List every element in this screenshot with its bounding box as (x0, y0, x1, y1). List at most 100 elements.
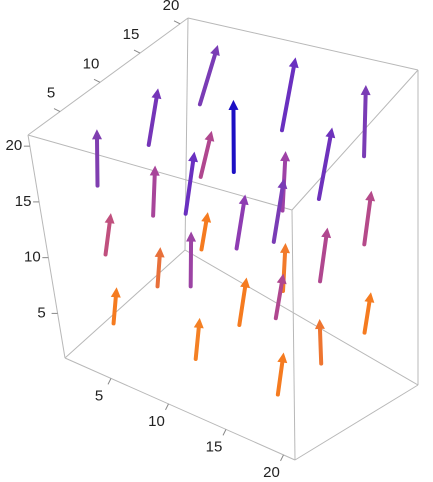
arrow-head (186, 231, 197, 242)
box-edge (64, 357, 296, 461)
y-tick-label: 10 (83, 55, 100, 72)
arrow-shaft (111, 295, 118, 326)
y-tick-label: 15 (123, 26, 140, 43)
arrow (199, 212, 212, 252)
y-tick (93, 78, 101, 83)
arrow-shaft (197, 52, 217, 107)
arrow (360, 84, 371, 159)
arrow-shaft (199, 219, 209, 252)
z-tick-label: 5 (37, 304, 45, 321)
box-edge (291, 209, 296, 461)
arrow-head (277, 352, 288, 364)
arrow-shaft (362, 300, 372, 335)
box-edge (291, 69, 419, 211)
arrow-head (151, 88, 162, 100)
x-tick-label: 20 (263, 464, 280, 481)
y-tick (133, 49, 141, 54)
arrow (279, 57, 299, 133)
arrow (234, 194, 249, 251)
z-tick-label: 10 (24, 249, 41, 266)
box-edge (294, 384, 419, 461)
arrow-head (193, 317, 204, 329)
arrow-head (228, 99, 239, 110)
arrow (154, 247, 165, 289)
arrow-shaft (183, 159, 196, 216)
arrow (275, 352, 288, 397)
arrow-shaft (273, 281, 284, 321)
arrow-head (365, 190, 376, 202)
arrow (362, 292, 375, 335)
arrow-shaft (318, 235, 329, 284)
arrow-head (154, 247, 165, 258)
arrow-head (210, 45, 220, 57)
x-tick-label: 10 (148, 413, 165, 430)
box-edge (27, 17, 189, 136)
arrow-shaft (151, 173, 157, 218)
arrow (149, 165, 160, 218)
x-tick-label: 15 (206, 438, 223, 455)
z-tick-label: 20 (6, 137, 23, 154)
arrow-shaft (155, 255, 162, 289)
arrow-shaft (103, 221, 112, 257)
arrow-head (364, 292, 375, 303)
arrow-head (325, 127, 336, 139)
arrow-head (360, 84, 371, 96)
arrow-head (321, 227, 332, 239)
arrow-shaft (95, 137, 100, 188)
arrow (110, 287, 121, 326)
arrow-shaft (237, 285, 248, 327)
arrow (186, 231, 197, 289)
arrow-head (280, 151, 291, 162)
box-edge (187, 17, 419, 71)
arrow-head (204, 130, 215, 142)
arrow (271, 178, 288, 244)
arrow-head (276, 273, 287, 285)
x-tick-label: 5 (95, 387, 103, 404)
arrow-shaft (362, 198, 373, 247)
arrow-shaft (146, 96, 159, 147)
arrow (183, 151, 199, 216)
arrow-head (314, 318, 325, 330)
arrow-head (104, 213, 115, 224)
arrow (92, 129, 103, 188)
arrow-head (92, 129, 103, 140)
arrow (318, 227, 332, 284)
arrow-head (240, 277, 251, 289)
x-tick (165, 403, 169, 411)
arrow (362, 190, 376, 247)
arrow-head (238, 194, 249, 206)
y-tick-label: 20 (163, 0, 180, 14)
arrow-shaft (317, 326, 324, 366)
arrow (237, 277, 251, 327)
arrow-head (288, 57, 299, 69)
arrow-head (110, 287, 121, 298)
arrow-head (188, 151, 199, 163)
y-tick (53, 108, 61, 113)
arrow (146, 88, 162, 147)
arrow (228, 99, 239, 174)
arrow-shaft (275, 360, 285, 397)
arrow-shaft (198, 138, 212, 179)
arrow (193, 317, 204, 361)
y-tick (173, 20, 181, 25)
arrow-head (201, 212, 212, 223)
z-tick-label: 15 (15, 193, 32, 210)
arrow-shaft (271, 186, 285, 244)
y-tick-label: 5 (47, 85, 55, 102)
arrow-shaft (234, 202, 246, 251)
arrow-shaft (362, 92, 368, 159)
arrow-shaft (279, 65, 296, 133)
arrow-shaft (316, 135, 333, 202)
box-edge (184, 249, 419, 386)
arrow (198, 130, 215, 179)
arrow (314, 318, 325, 366)
arrow-head (280, 242, 291, 254)
arrow (273, 273, 287, 321)
x-tick (280, 454, 284, 462)
box-edge (64, 249, 186, 359)
x-tick (107, 378, 112, 385)
box-edge (27, 134, 293, 211)
x-tick (222, 429, 227, 436)
arrow-head (277, 178, 288, 190)
